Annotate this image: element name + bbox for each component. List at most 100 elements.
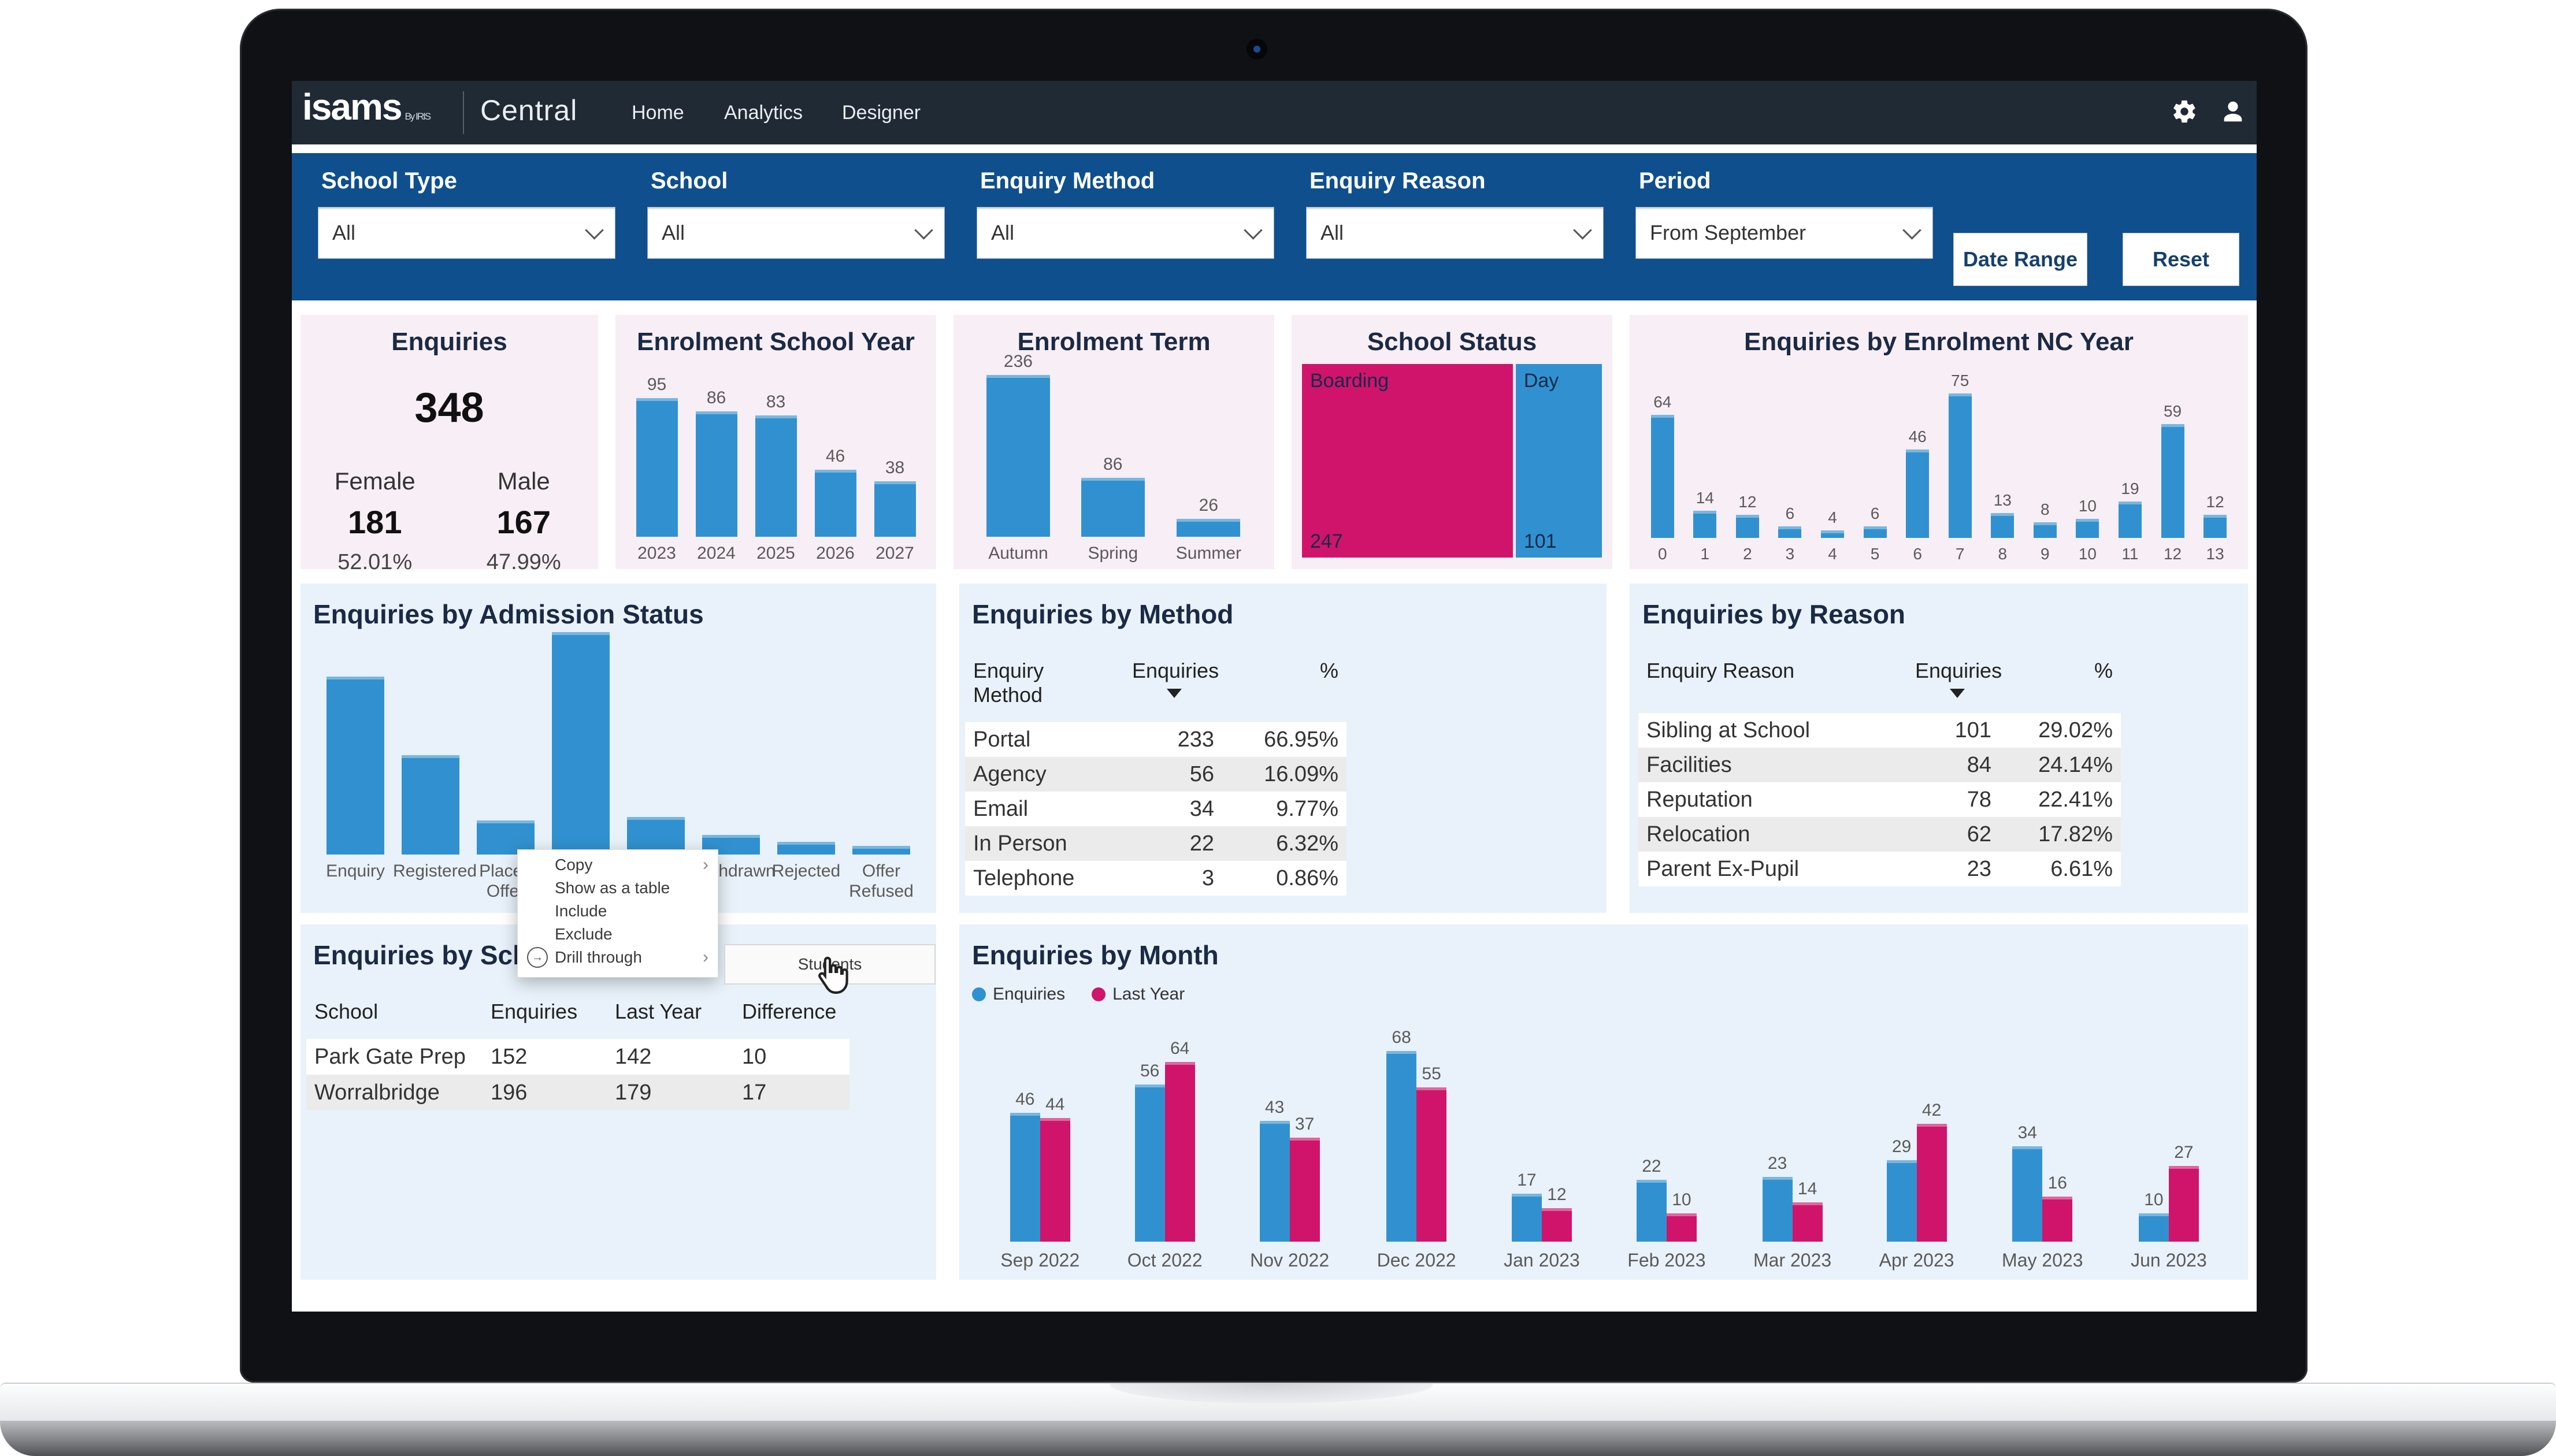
table-row-in-person[interactable]: In Person 22 6.32% [965, 826, 1346, 861]
table-row-park-gate-prep[interactable]: Park Gate Prep 152 142 10 [306, 1039, 849, 1075]
context-menu-item-show-as-a-table[interactable]: Show as a table [518, 876, 718, 900]
bar-2[interactable] [1735, 514, 1759, 538]
user-icon[interactable] [2220, 98, 2246, 125]
date-range-button[interactable]: Date Range [1953, 233, 2087, 286]
column-header-enquiry-reason[interactable]: Enquiry Reason [1638, 659, 1907, 698]
bar-Enquiries-Apr 2023[interactable] [1886, 1160, 1917, 1242]
table-row-portal[interactable]: Portal 233 66.95% [965, 722, 1346, 757]
bar-cell-Last Year: 16 [2042, 1173, 2073, 1242]
bar-6[interactable] [1906, 449, 1930, 538]
bar-5[interactable] [1863, 526, 1887, 538]
column-header-enquiries[interactable]: Enquiries [1124, 659, 1222, 707]
table-row-sibling-at-school[interactable]: Sibling at School 101 29.02% [1638, 713, 2121, 748]
bar-0[interactable] [1650, 414, 1674, 538]
bar-Enquiry[interactable] [327, 677, 384, 855]
context-menu-item-drill-through[interactable]: → Drill through › [518, 946, 718, 969]
bar-2027[interactable] [874, 481, 916, 537]
bar-10[interactable] [2076, 518, 2099, 538]
table-row-parent-ex-pupil[interactable]: Parent Ex-Pupil 23 6.61% [1638, 852, 2121, 886]
bar-Placed Offer[interactable] [477, 820, 535, 855]
school-type-select[interactable]: All [318, 207, 615, 259]
brand-logo[interactable]: isams By IRIS [302, 86, 431, 128]
sort-descending-icon[interactable] [1950, 689, 1965, 698]
bar-Enquiries-Jan 2023[interactable] [1511, 1194, 1542, 1242]
period-select[interactable]: From September [1635, 207, 1933, 259]
bar-Last Year-Nov 2022[interactable] [1289, 1138, 1320, 1242]
bar-Enquiries-Mar 2023[interactable] [1762, 1177, 1793, 1242]
enrolment-term-chart: 236 Autumn 86 Spring 26 Summer [971, 350, 1257, 563]
bar-cell-Enquiries: 29 [1886, 1137, 1917, 1242]
bar-Last Year-May 2023[interactable] [2042, 1197, 2073, 1242]
bar-Last Year-Jun 2023[interactable] [2168, 1166, 2199, 1242]
bar-3[interactable] [1778, 526, 1802, 538]
bar-Last Year-Dec 2022[interactable] [1416, 1087, 1447, 1242]
bar-Rejected[interactable] [777, 842, 835, 855]
table-row-facilities[interactable]: Facilities 84 24.14% [1638, 748, 2121, 782]
bar-2026[interactable] [814, 469, 856, 537]
bar-Enquiries-Oct 2022[interactable] [1134, 1084, 1165, 1242]
gear-icon[interactable] [2171, 98, 2198, 125]
column-header-enquiry-method[interactable]: Enquiry Method [965, 659, 1124, 707]
table-row-telephone[interactable]: Telephone 3 0.86% [965, 861, 1346, 896]
nav-item-home[interactable]: Home [632, 102, 684, 124]
bar-2023[interactable] [636, 398, 678, 537]
bar-2025[interactable] [755, 415, 797, 537]
bar-Enquiries-May 2023[interactable] [2012, 1146, 2043, 1242]
bar-11[interactable] [2118, 501, 2142, 538]
bar-Offer Refused[interactable] [852, 846, 910, 855]
bar-Registered[interactable] [402, 755, 459, 855]
nav-item-analytics[interactable]: Analytics [724, 102, 803, 124]
sort-descending-icon[interactable] [1167, 689, 1182, 698]
bar-hidden-3[interactable] [552, 632, 610, 855]
column-header--[interactable]: % [1222, 659, 1346, 707]
bar-Last Year-Sep 2022[interactable] [1040, 1118, 1070, 1242]
table-row-email[interactable]: Email 34 9.77% [965, 792, 1346, 826]
bar-4[interactable] [1821, 530, 1845, 538]
legend-last-year[interactable]: Last Year [1092, 985, 1185, 1004]
bar-Spring[interactable] [1081, 477, 1145, 537]
enquiries-by-month-chart: 46 44 Sep 2022 56 64 Oct 2022 43 37 Nov 2022 68 55… [977, 1017, 2231, 1271]
table-row-reputation[interactable]: Reputation 78 22.41% [1638, 782, 2121, 817]
nav-item-designer[interactable]: Designer [842, 102, 921, 124]
bar-Last Year-Feb 2023[interactable] [1666, 1213, 1697, 1242]
table-row-worralbridge[interactable]: Worralbridge 196 179 17 [306, 1075, 849, 1110]
treemap-segment-day[interactable]: Day 101 [1515, 364, 1602, 558]
treemap-segment-boarding[interactable]: Boarding 247 [1302, 364, 1513, 558]
context-menu-item-exclude[interactable]: Exclude [518, 923, 718, 946]
bar-13[interactable] [2203, 514, 2227, 538]
bar-1[interactable] [1693, 510, 1717, 538]
legend-enquiries[interactable]: Enquiries [972, 985, 1065, 1004]
bar-Last Year-Jan 2023[interactable] [1541, 1208, 1572, 1242]
context-menu-item-include[interactable]: Include [518, 900, 718, 923]
table-row-agency[interactable]: Agency 56 16.09% [965, 757, 1346, 792]
table-row-relocation[interactable]: Relocation 62 17.82% [1638, 817, 2121, 852]
bar-Autumn[interactable] [986, 374, 1050, 537]
enquiry-method-select[interactable]: All [977, 207, 1274, 259]
bar-hidden-4[interactable] [627, 817, 685, 855]
column-header-enquiries[interactable]: Enquiries [1907, 659, 2002, 698]
bar-Last Year-Oct 2022[interactable] [1164, 1062, 1195, 1242]
bar-Enquiries-Nov 2022[interactable] [1259, 1121, 1290, 1242]
bar-value-label: 56 [1140, 1061, 1160, 1081]
column-header-enquiries[interactable]: Enquiries [483, 1000, 607, 1024]
column-header-last-year[interactable]: Last Year [607, 1000, 734, 1024]
bar-Last Year-Mar 2023[interactable] [1792, 1202, 1823, 1242]
bar-Enquiries-Jun 2023[interactable] [2138, 1213, 2169, 1242]
bar-7[interactable] [1948, 393, 1972, 538]
enquiry-reason-select[interactable]: All [1306, 207, 1604, 259]
bar-12[interactable] [2161, 424, 2184, 538]
bar-Enquiries-Dec 2022[interactable] [1386, 1051, 1417, 1242]
bar-2024[interactable] [695, 411, 737, 537]
bar-Enquiries-Feb 2023[interactable] [1636, 1180, 1667, 1242]
column-header-difference[interactable]: Difference [734, 1000, 849, 1024]
column-header--[interactable]: % [1999, 659, 2121, 698]
column-header-school[interactable]: School [306, 1000, 483, 1024]
bar-9[interactable] [2033, 522, 2057, 538]
bar-Summer[interactable] [1177, 518, 1241, 537]
bar-Last Year-Apr 2023[interactable] [1916, 1124, 1947, 1242]
bar-8[interactable] [1991, 512, 2015, 538]
bar-Enquiries-Sep 2022[interactable] [1010, 1113, 1040, 1242]
reset-button[interactable]: Reset [2123, 233, 2239, 286]
school-select[interactable]: All [647, 207, 945, 259]
context-menu-item-copy[interactable]: Copy › [518, 853, 718, 876]
